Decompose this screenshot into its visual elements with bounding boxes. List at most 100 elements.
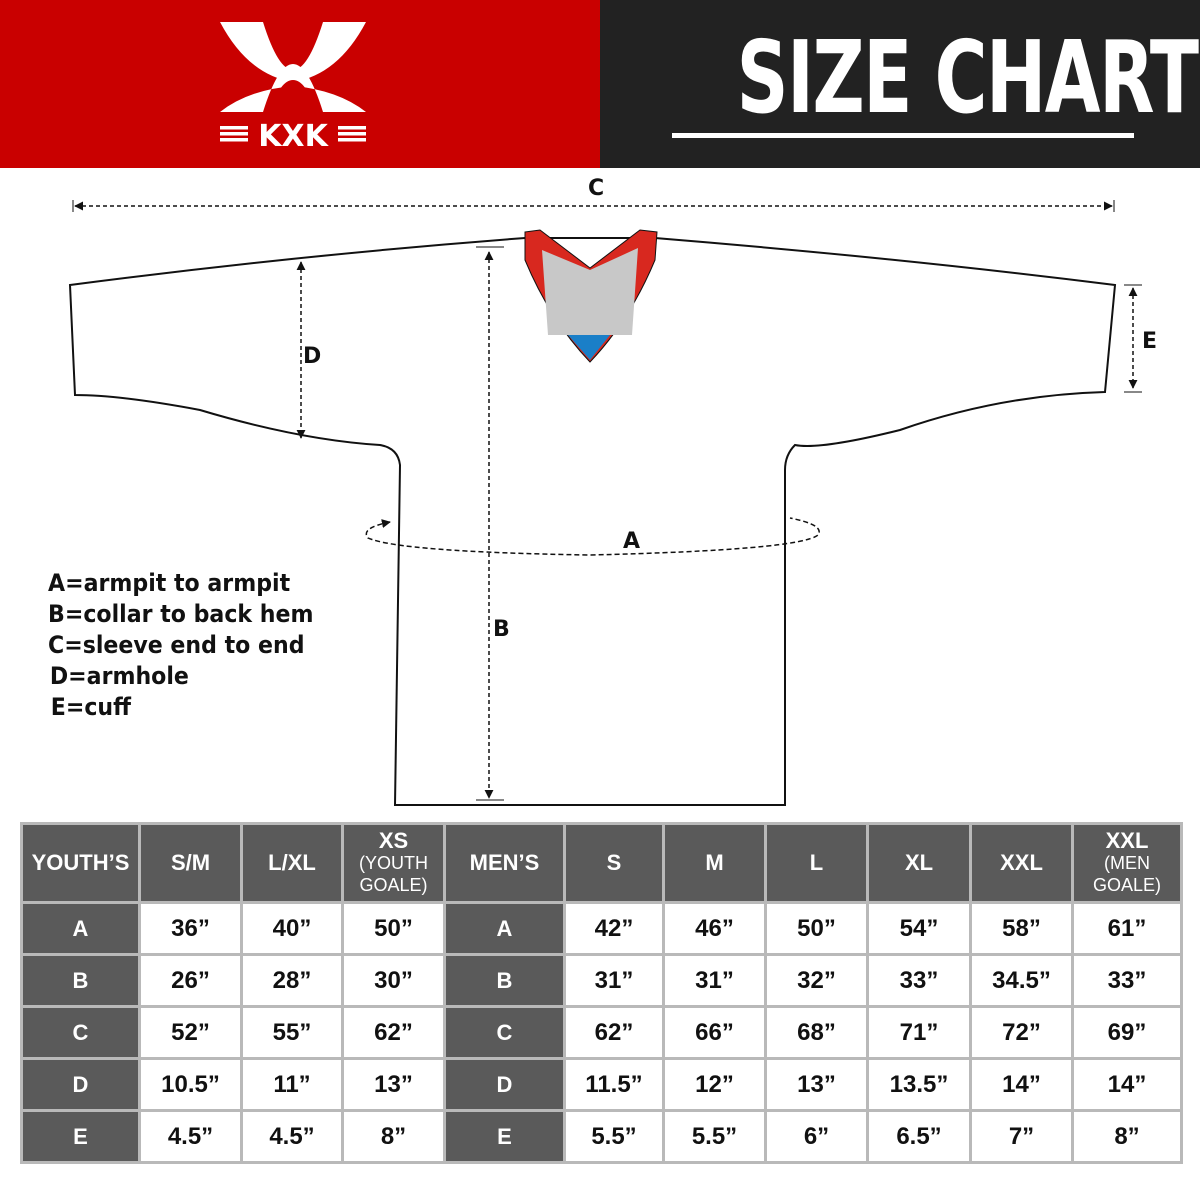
row-label: C: [20, 1005, 141, 1060]
column-header: XXL (MEN GOALE): [1071, 822, 1183, 904]
table-row: B 26” 28” 30” B 31” 31” 32” 33” 34.5” 33”: [20, 953, 1183, 1008]
table-cell: 36”: [138, 901, 243, 956]
column-header-label: L/XL: [268, 850, 316, 875]
column-header: XXL: [969, 822, 1074, 904]
size-table: YOUTH’S S/M L/XL XS (YOUTH GOALE) MEN’S S M L XL X…: [20, 822, 1183, 1164]
table-cell: 34.5”: [969, 953, 1074, 1008]
column-header-label: M: [705, 850, 724, 875]
measurement-legend: A=armpit to armpit B=collar to back hem …: [48, 568, 313, 723]
table-cell: 33”: [1071, 953, 1183, 1008]
jersey-outline: [68, 237, 1117, 806]
title-banner: [600, 0, 1200, 168]
table-row: A 36” 40” 50” A 42” 46” 50” 54” 58” 61”: [20, 901, 1183, 956]
table-cell: 13.5”: [866, 1057, 972, 1112]
row-label: D: [20, 1057, 141, 1112]
table-cell: 14”: [969, 1057, 1074, 1112]
table-cell: 4.5”: [240, 1109, 344, 1164]
table-cell: 5.5”: [563, 1109, 665, 1164]
column-header-label: YOUTH’S: [31, 850, 130, 875]
table-cell: 6”: [764, 1109, 869, 1164]
row-label: E: [443, 1109, 566, 1164]
table-cell: 8”: [1071, 1109, 1183, 1164]
table-cell: 5.5”: [662, 1109, 767, 1164]
table-cell: 10.5”: [138, 1057, 243, 1112]
label-a: A: [623, 529, 641, 554]
legend-item: E=cuff: [50, 693, 132, 721]
label-c: C: [588, 176, 605, 201]
table-cell: 68”: [764, 1005, 869, 1060]
legend-item: C=sleeve end to end: [48, 631, 305, 659]
table-row: C 52” 55” 62” C 62” 66” 68” 71” 72” 69”: [20, 1005, 1183, 1060]
table-cell: 72”: [969, 1005, 1074, 1060]
logo-text: KXK: [258, 119, 329, 150]
table-cell: 50”: [341, 901, 446, 956]
row-label: D: [443, 1057, 566, 1112]
column-header: XS (YOUTH GOALE): [341, 822, 446, 904]
table-cell: 13”: [341, 1057, 446, 1112]
column-header: S/M: [138, 822, 243, 904]
column-header: MEN’S: [443, 822, 566, 904]
title-underline: [672, 133, 1134, 138]
column-header-label: S: [606, 850, 622, 875]
column-header-label: XXL: [1105, 828, 1149, 853]
column-header-label: MEN’S: [469, 850, 540, 875]
table-cell: 11.5”: [563, 1057, 665, 1112]
legend-item: B=collar to back hem: [48, 600, 314, 628]
column-header-label: S/M: [170, 850, 211, 875]
table-row: D 10.5” 11” 13” D 11.5” 12” 13” 13.5” 14” 14”: [20, 1057, 1183, 1112]
column-header: YOUTH’S: [20, 822, 141, 904]
table-header-row: YOUTH’S S/M L/XL XS (YOUTH GOALE) MEN’S S M L XL X…: [20, 822, 1183, 904]
column-header: L/XL: [240, 822, 344, 904]
kxk-logo: KXK: [220, 22, 366, 150]
jersey-diagram: [68, 200, 1142, 806]
table-cell: 6.5”: [866, 1109, 972, 1164]
row-label: A: [443, 901, 566, 956]
row-label: C: [443, 1005, 566, 1060]
column-header: S: [563, 822, 665, 904]
column-header: L: [764, 822, 869, 904]
column-header-label: XXL: [1000, 850, 1043, 875]
table-cell: 62”: [341, 1005, 446, 1060]
column-header-sublabel: (MEN GOALE): [1092, 853, 1162, 895]
page-title: SIZE CHART: [736, 19, 1199, 136]
table-row: E 4.5” 4.5” 8” E 5.5” 5.5” 6” 6.5” 7” 8”: [20, 1109, 1183, 1164]
table-cell: 66”: [662, 1005, 767, 1060]
table-cell: 7”: [969, 1109, 1074, 1164]
column-header-label: XL: [904, 850, 934, 875]
table-cell: 31”: [662, 953, 767, 1008]
row-label: B: [20, 953, 141, 1008]
table-cell: 4.5”: [138, 1109, 243, 1164]
column-header: M: [662, 822, 767, 904]
table-cell: 54”: [866, 901, 972, 956]
table-cell: 12”: [662, 1057, 767, 1112]
table-cell: 31”: [563, 953, 665, 1008]
table-cell: 40”: [240, 901, 344, 956]
legend-item: A=armpit to armpit: [48, 569, 291, 597]
table-cell: 61”: [1071, 901, 1183, 956]
column-header-label: L: [809, 850, 824, 875]
column-header: XL: [866, 822, 972, 904]
table-cell: 46”: [662, 901, 767, 956]
label-d: D: [303, 344, 322, 369]
label-b: B: [493, 617, 510, 642]
table-cell: 11”: [240, 1057, 344, 1112]
table-cell: 69”: [1071, 1005, 1183, 1060]
table-cell: 52”: [138, 1005, 243, 1060]
table-cell: 8”: [341, 1109, 446, 1164]
column-header-label: XS: [378, 828, 409, 853]
table-cell: 58”: [969, 901, 1074, 956]
table-cell: 71”: [866, 1005, 972, 1060]
table-cell: 55”: [240, 1005, 344, 1060]
legend-item: D=armhole: [49, 662, 189, 690]
column-header-sublabel: (YOUTH GOALE): [359, 853, 428, 895]
table-cell: 30”: [341, 953, 446, 1008]
table-cell: 32”: [764, 953, 869, 1008]
table-cell: 28”: [240, 953, 344, 1008]
row-label: A: [20, 901, 141, 956]
table-cell: 62”: [563, 1005, 665, 1060]
table-cell: 26”: [138, 953, 243, 1008]
table-cell: 33”: [866, 953, 972, 1008]
measure-a: [365, 517, 820, 556]
row-label: E: [20, 1109, 141, 1164]
table-cell: 50”: [764, 901, 869, 956]
